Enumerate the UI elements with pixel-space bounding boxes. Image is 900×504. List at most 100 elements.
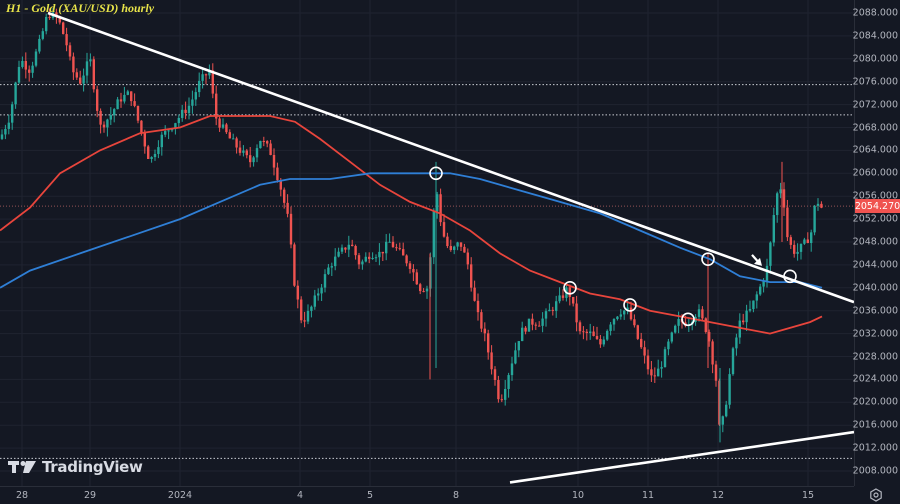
candle-body <box>575 303 578 323</box>
candle-body <box>711 341 714 365</box>
highlight-circle <box>681 312 695 327</box>
candle-body <box>286 202 289 214</box>
candle-body <box>303 320 306 322</box>
candle-body <box>92 59 95 90</box>
candle-body <box>470 264 473 288</box>
candle-body <box>799 243 803 252</box>
candle-body <box>602 339 605 345</box>
candle-body <box>320 287 323 294</box>
candle-body <box>759 286 762 295</box>
candle-body <box>578 322 582 332</box>
candle-body <box>184 109 187 114</box>
candle-body <box>718 380 721 425</box>
candle-body <box>269 143 272 155</box>
candle-body <box>810 232 813 244</box>
candle-body <box>79 77 82 84</box>
candle-body <box>731 348 735 375</box>
candle-body <box>544 311 548 319</box>
candle-body <box>738 320 741 338</box>
candle-body <box>408 263 412 269</box>
candle-body <box>181 109 184 118</box>
time-tick-label: 10 <box>571 490 585 501</box>
candle-body <box>466 252 469 265</box>
candle-body <box>609 324 612 331</box>
candle-body <box>745 310 748 323</box>
candle-body <box>218 118 221 128</box>
candle-body <box>395 247 398 249</box>
candle-body <box>595 336 599 339</box>
candle-body <box>68 45 72 57</box>
highlight-circle <box>783 269 797 284</box>
candle-body <box>419 284 422 292</box>
candle-body <box>21 60 24 67</box>
time-axis[interactable]: 28 29 2024 4 5 8 10 11 12 15 <box>0 486 854 504</box>
candle-body <box>453 246 456 250</box>
price-axis[interactable]: 2088.000 2084.000 2080.000 2076.000 2072.000… <box>852 0 900 486</box>
candle-body <box>330 266 333 268</box>
chart-settings-button[interactable] <box>868 488 884 502</box>
candle-body <box>653 375 656 377</box>
candle-body <box>398 248 401 250</box>
candle-body <box>674 325 677 333</box>
candle-body <box>198 80 201 93</box>
candle-body <box>306 310 310 322</box>
time-tick-label: 28 <box>15 490 29 501</box>
price-tick-label: 2068.000 <box>852 122 898 133</box>
candle-body <box>432 211 435 258</box>
candle-body <box>708 332 711 342</box>
price-tick-label: 2044.000 <box>852 259 898 271</box>
candle-body <box>561 295 565 298</box>
candle-body <box>310 306 313 311</box>
candle-body <box>391 241 395 248</box>
candle-body <box>663 349 667 368</box>
price-tick-label: 2040.000 <box>852 282 898 294</box>
candle-body <box>167 130 170 132</box>
candle-body <box>385 241 388 254</box>
candle-body <box>493 369 497 381</box>
candle-body <box>272 154 276 168</box>
candle-body <box>463 246 466 253</box>
candle-body <box>262 140 265 142</box>
candle-body <box>500 399 503 401</box>
candle-body <box>85 61 89 76</box>
candle-body <box>4 128 7 135</box>
candle-body <box>235 138 238 148</box>
candle-body <box>820 203 823 208</box>
candle-body <box>779 189 782 194</box>
candle-body <box>344 247 347 250</box>
candle-body <box>347 244 350 250</box>
price-tick-label: 2020.000 <box>852 396 898 408</box>
candle-body <box>136 105 140 121</box>
candle-body <box>89 59 92 62</box>
price-tick-label: 2024.000 <box>852 373 898 385</box>
candle-body <box>487 333 490 353</box>
candle-body <box>374 257 378 259</box>
candle-body <box>714 364 718 381</box>
candle-body <box>279 180 282 190</box>
candle-body <box>776 193 779 216</box>
tradingview-logo[interactable]: TradingView <box>8 458 143 476</box>
candle-body <box>589 331 592 334</box>
candle-body <box>762 280 765 287</box>
candle-body <box>769 242 772 266</box>
candle-body <box>640 338 643 348</box>
candle-body <box>636 325 639 339</box>
candle-body <box>517 341 520 351</box>
candle-body <box>106 119 109 128</box>
candle-body <box>772 215 775 243</box>
candle-body <box>123 94 126 102</box>
candle-body <box>340 247 344 252</box>
candle-body <box>402 249 405 256</box>
candle-body <box>113 109 116 116</box>
candle-body <box>626 307 629 311</box>
candle-body <box>606 330 609 340</box>
arrow-head-icon <box>754 257 762 266</box>
candle-body <box>204 74 208 76</box>
candle-body <box>133 101 136 106</box>
candle-body <box>283 189 286 203</box>
tradingview-logo-text: TradingView <box>42 458 143 476</box>
candle-body <box>215 93 218 119</box>
candle-body <box>612 319 616 325</box>
